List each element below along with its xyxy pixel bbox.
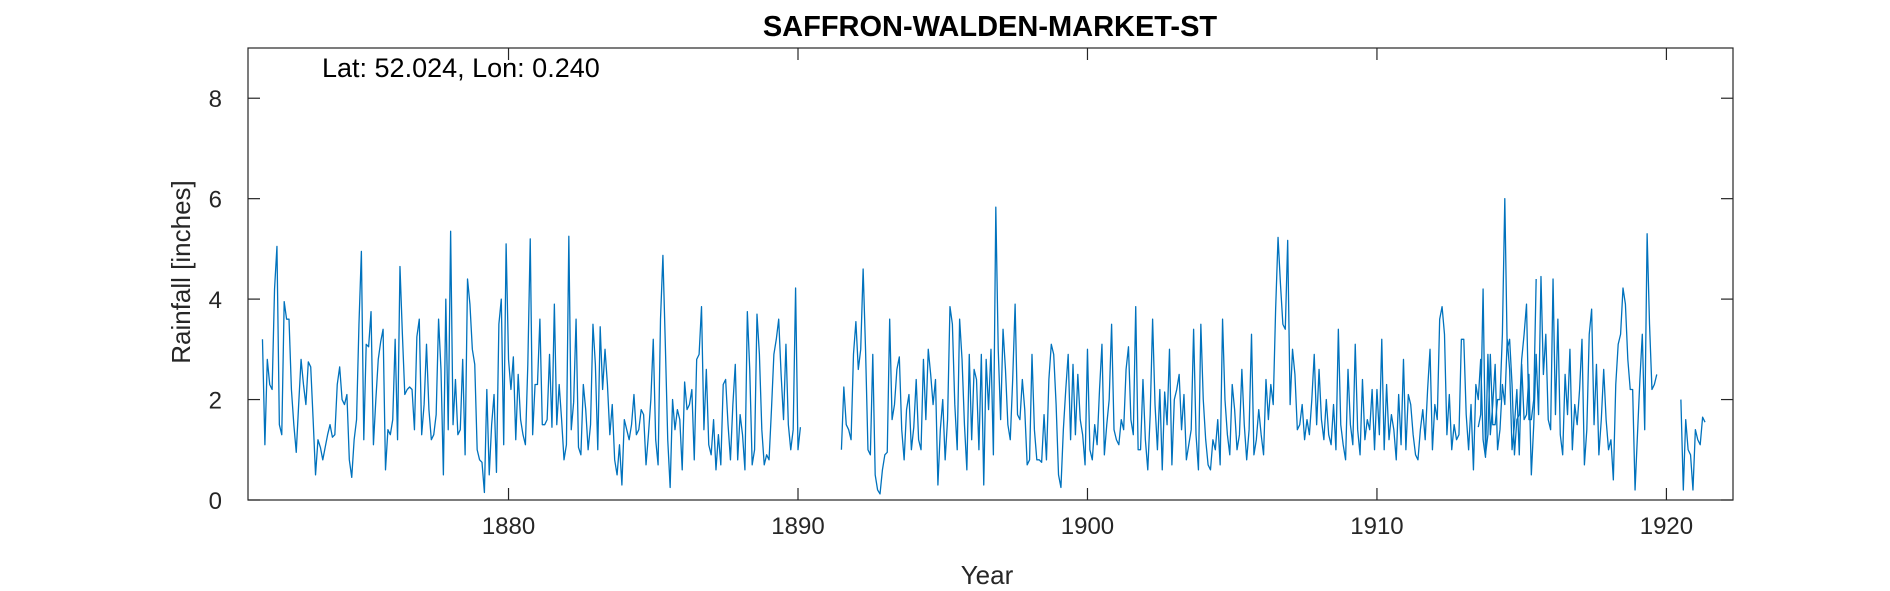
y-tick-label: 6 — [209, 187, 222, 214]
x-ticks: 1880 1890 1900 1910 1920 — [482, 48, 1693, 540]
series-line-segment — [1680, 399, 1706, 491]
y-tick-label: 2 — [209, 388, 222, 415]
chart-title: SAFFRON-WALDEN-MARKET-ST — [763, 11, 1218, 43]
y-tick-label: 8 — [209, 86, 222, 113]
x-tick-label: 1880 — [482, 513, 535, 540]
location-annotation: Lat: 52.024, Lon: 0.240 — [322, 53, 600, 83]
x-tick-label: 1910 — [1350, 513, 1403, 540]
x-axis-label: Year — [961, 560, 1014, 590]
x-tick-label: 1900 — [1061, 513, 1114, 540]
y-ticks: 0 2 4 6 8 — [209, 86, 1733, 515]
series-line-segment — [261, 230, 802, 494]
series-layer — [261, 198, 1706, 495]
x-tick-label: 1890 — [771, 513, 824, 540]
axes-box — [247, 47, 1734, 501]
y-tick-label: 0 — [209, 488, 222, 515]
y-axis-label: Rainfall [inches] — [166, 180, 196, 364]
series-line-segment — [840, 206, 1658, 495]
plot-area: 1880 1890 1900 1910 1920 0 2 4 6 8 — [209, 47, 1734, 540]
x-tick-label: 1920 — [1640, 513, 1693, 540]
series-line-segment — [1477, 198, 1537, 456]
y-tick-label: 4 — [209, 287, 222, 314]
